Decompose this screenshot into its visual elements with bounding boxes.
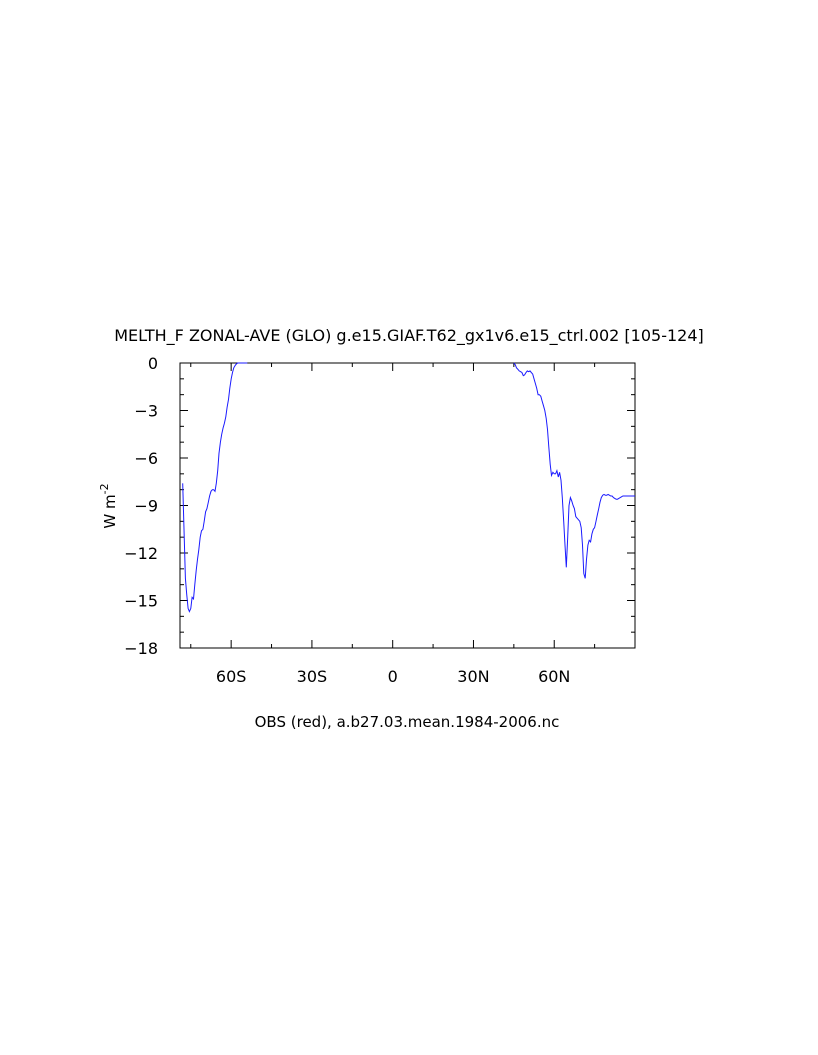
series-line-2 (513, 362, 635, 579)
plot-frame (179, 362, 636, 649)
chart-title: MELTH_F ZONAL-AVE (GLO) g.e15.GIAF.T62_g… (114, 326, 704, 346)
y-axis-label: W m-2 (98, 483, 119, 528)
x-axis-label: OBS (red), a.b27.03.mean.1984-2006.nc (255, 713, 560, 731)
x-tick-label: 60S (216, 667, 247, 686)
x-axis-ticks: 60S 30S 0 30N 60N (190, 363, 596, 686)
y-tick-label: −3 (134, 402, 158, 421)
y-tick-label: −18 (124, 639, 158, 658)
y-tick-label: −12 (124, 544, 158, 563)
x-tick-label: 60N (538, 667, 570, 686)
x-tick-label: 30N (457, 667, 489, 686)
y-tick-label: −6 (134, 449, 158, 468)
series-line-1 (182, 362, 248, 613)
y-axis-label-exponent: -2 (98, 483, 111, 494)
y-tick-label: −9 (134, 497, 158, 516)
y-axis-ticks: 0 −3 −6 −9 −12 −15 −18 (124, 354, 635, 658)
x-tick-label: 30S (297, 667, 328, 686)
y-tick-label: 0 (148, 354, 158, 373)
y-tick-label: −15 (124, 592, 158, 611)
y-axis-label-text: W m (101, 494, 119, 528)
x-tick-label: 0 (388, 667, 398, 686)
series-lines (182, 362, 635, 613)
